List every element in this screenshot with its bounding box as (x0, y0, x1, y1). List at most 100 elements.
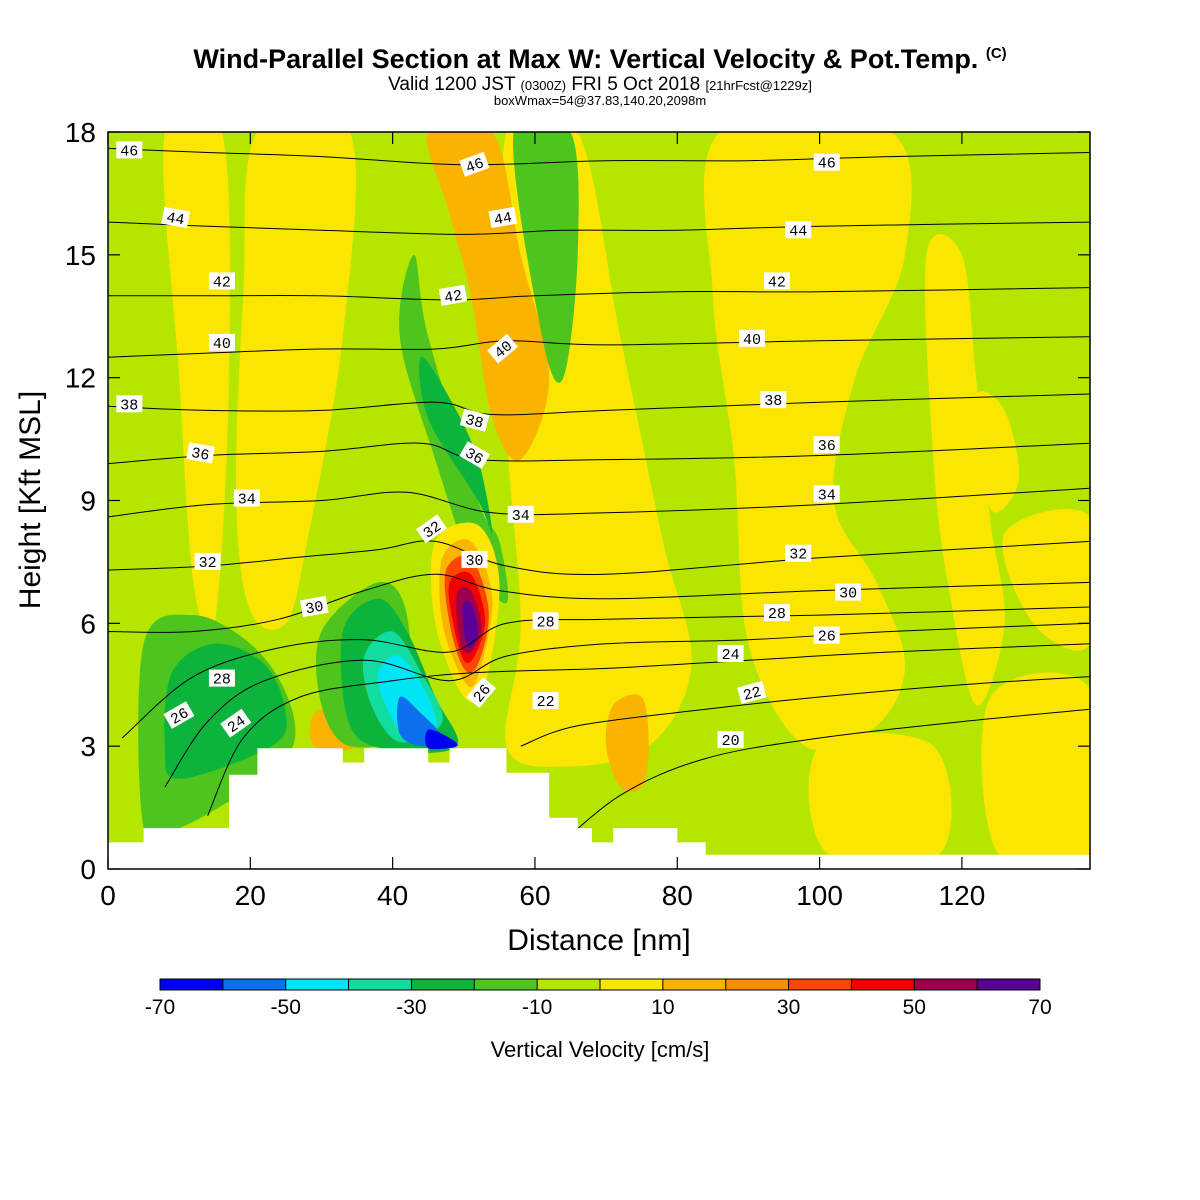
y-tick-label: 12 (65, 363, 96, 394)
isentrope-label: 44 (785, 221, 812, 240)
velocity-region-1 (235, 132, 356, 630)
isentrope-label-text: 30 (465, 553, 483, 570)
isentrope-38 (108, 393, 1090, 416)
colorbar-swatch (788, 979, 852, 990)
isentrope-label: 44 (161, 206, 190, 230)
velocity-region-9 (426, 132, 550, 461)
colorbar-swatch (160, 979, 224, 990)
isentrope-44 (108, 221, 1090, 235)
y-tick-label: 18 (65, 117, 96, 148)
isentrope-label: 30 (461, 550, 488, 570)
isentrope-label: 22 (532, 692, 559, 711)
plot-area: 46 46 46 44 44 44 42 42 42 40 40 40 38 38 38 36 36 36 34 34… (108, 132, 1090, 869)
isentrope-label-text: 26 (818, 629, 836, 646)
isentrope-34 (108, 487, 1090, 518)
isentrope-label: 34 (813, 485, 840, 504)
isentrope-label-text: 38 (463, 412, 485, 433)
isentrope-label-text: 44 (493, 210, 514, 230)
isentrope-30 (108, 573, 1090, 633)
colorbar-swatch (725, 979, 790, 990)
isentrope-label: 34 (507, 505, 534, 525)
isentrope-label-text: 32 (789, 547, 807, 564)
colorbar-swatch (600, 979, 664, 990)
isentrope-label-text: 30 (304, 599, 325, 619)
isentrope-label: 46 (459, 151, 490, 177)
isentrope-label: 30 (300, 595, 329, 619)
velocity-region-5 (808, 732, 952, 866)
colorbar-tick-label: -70 (145, 996, 175, 1019)
x-tick-label: 120 (939, 880, 986, 911)
isentrope-label: 42 (208, 272, 235, 291)
isentrope-label: 24 (717, 645, 744, 664)
x-tick-label: 60 (519, 880, 550, 911)
isentrope-label: 32 (785, 544, 812, 564)
isentrope-label: 22 (737, 680, 767, 705)
isentrope-label: 28 (208, 669, 235, 689)
isentrope-label: 36 (813, 436, 840, 455)
isentrope-label: 46 (116, 141, 143, 160)
chart-subtitle: Valid 1200 JST (0300Z) FRI 5 Oct 2018 [2… (388, 74, 812, 95)
velocity-region-0 (163, 132, 231, 638)
velocity-region-12 (513, 132, 579, 383)
velocity-region-4 (924, 234, 1005, 706)
isentrope-label: 34 (233, 489, 260, 509)
isentrope-label: 30 (835, 583, 862, 603)
colorbar-tick-label: 10 (651, 996, 674, 1019)
y-tick-label: 3 (80, 731, 96, 762)
terrain (108, 748, 1090, 869)
isentrope-label-text: 44 (165, 210, 186, 230)
velocity-region-22 (425, 729, 458, 750)
colorbar-swatch (537, 979, 601, 990)
velocity-region-8 (975, 390, 1020, 513)
isentrope-label-text: 36 (190, 445, 211, 465)
isentrope-label-text: 44 (789, 223, 807, 240)
velocity-region-17 (164, 643, 287, 779)
isentrope-label-text: 34 (238, 492, 256, 509)
isentrope-label: 42 (763, 272, 790, 291)
colorbar-tick-label: 50 (903, 996, 926, 1019)
isentrope-label: 38 (459, 408, 490, 433)
isentrope-label: 26 (163, 701, 195, 729)
isentrope-label: 40 (739, 329, 765, 349)
colorbar-frame (159, 978, 1041, 991)
x-tick-label: 80 (662, 880, 693, 911)
y-axis-label: Height [Kft MSL] (14, 391, 47, 609)
x-tick-label: 100 (796, 880, 843, 911)
velocity-region-28 (462, 600, 478, 649)
x-tick-label: 0 (100, 880, 116, 911)
isentrope-label-text: 28 (537, 614, 555, 631)
isentrope-label-text: 22 (537, 694, 555, 711)
isentrope-label-text: 38 (120, 397, 138, 414)
isentrope-label: 28 (763, 604, 790, 623)
colorbar-swatch (222, 979, 287, 990)
isentrope-label-text: 36 (818, 438, 836, 455)
isentrope-label-text: 28 (768, 606, 786, 623)
isentrope-label-text: 46 (818, 156, 836, 173)
isentrope-label-text: 22 (741, 684, 763, 705)
y-tick-label: 6 (80, 608, 96, 639)
isentrope-label-text: 38 (764, 393, 782, 410)
copyright-mark: (C) (985, 45, 1007, 62)
isentrope-42 (108, 287, 1090, 301)
colorbar-swatch (411, 979, 475, 990)
colorbar-title: Vertical Velocity [cm/s] (491, 1037, 710, 1062)
colorbar-swatch (977, 979, 1041, 990)
velocity-region-16 (419, 356, 493, 535)
velocity-region-6 (981, 672, 1090, 869)
isentrope-label-text: 34 (512, 508, 530, 525)
isentrope-label: 20 (717, 731, 744, 750)
isentrope-label: 42 (438, 284, 468, 307)
colorbar-tick-label: 30 (777, 996, 800, 1019)
isentrope-28 (121, 606, 1090, 739)
colorbar-tick-label: -50 (271, 996, 301, 1019)
isentrope-24 (207, 643, 1090, 817)
isentrope-label-text: 46 (120, 143, 138, 160)
y-tick-label: 9 (80, 486, 96, 517)
isentrope-label: 38 (116, 395, 143, 414)
isentrope-label: 38 (760, 391, 787, 410)
isentrope-label: 32 (194, 552, 221, 572)
isentrope-label-text: 28 (213, 672, 231, 689)
isentrope-22 (520, 676, 1090, 747)
